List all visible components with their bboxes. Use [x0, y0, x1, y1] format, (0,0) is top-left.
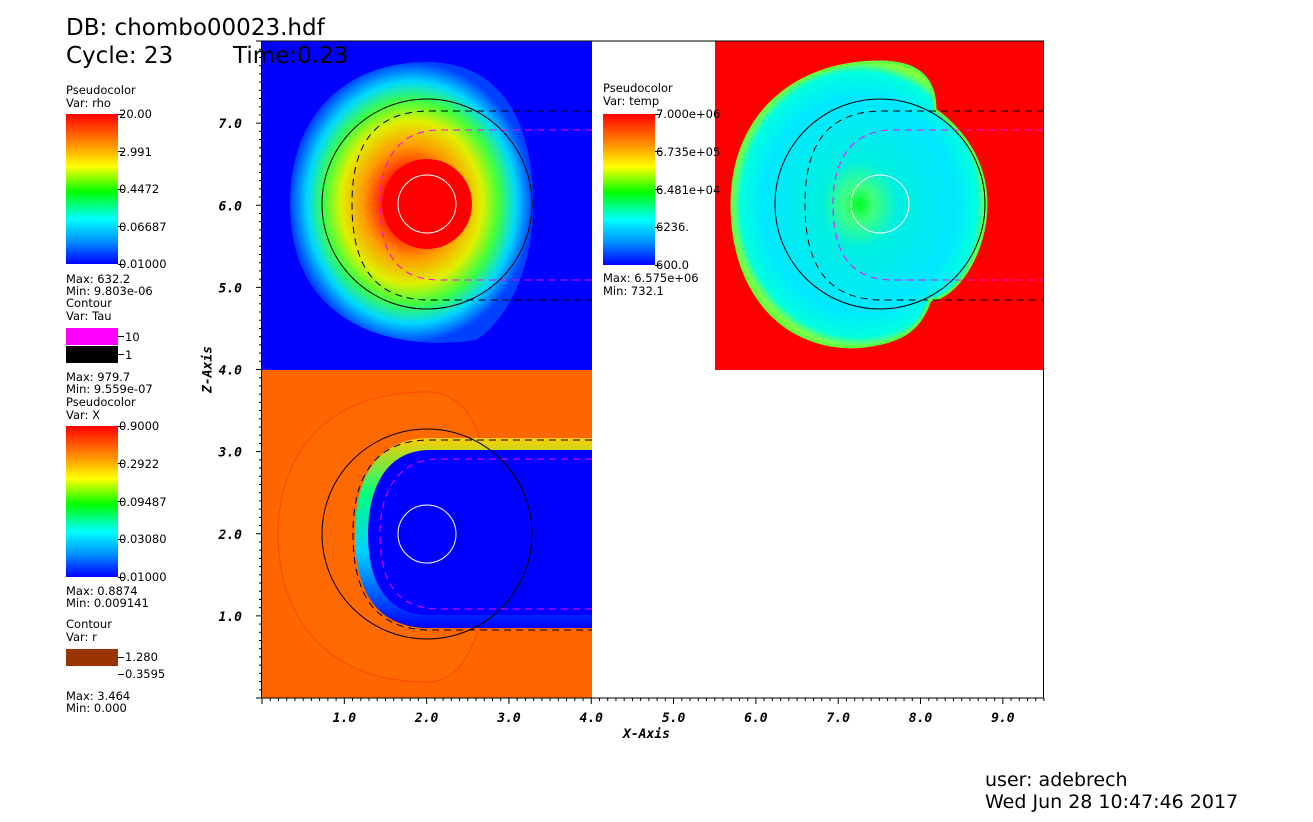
x-panel [262, 370, 592, 698]
x-colorbar-tick [118, 501, 124, 502]
rho-legend-max: Max: 632.2 [66, 272, 131, 286]
rho-legend-var: Var: rho [66, 96, 111, 110]
time-label: Time:0.23 [233, 43, 349, 69]
rho-colorbar-tick [118, 188, 124, 190]
r-level-03595-tick [118, 674, 124, 675]
rho-colorbar-tick [118, 113, 124, 115]
rho-colorbar-tick [118, 151, 124, 152]
x-tick-label: 3.0 [496, 711, 521, 726]
y-tick-label: 6.0 [219, 199, 243, 214]
x-colorbar-tick-label: 0.03080 [119, 532, 167, 547]
tau-legend-var: Var: Tau [66, 309, 112, 323]
r-level-03595-label: 0.3595 [125, 667, 166, 681]
temp-legend-min: Min: 732.1 [603, 284, 664, 298]
tau-level-1-swatch [66, 346, 118, 363]
tau-legend-max: Max: 979.7 [66, 370, 131, 384]
temp-colorbar-tick-label: 6.735e+05 [656, 144, 721, 159]
temp-colorbar-tick [655, 226, 661, 228]
y-tick-label: 5.0 [219, 281, 243, 296]
x-colorbar-tick [118, 576, 124, 578]
temp-colorbar-tick-label: 6.481e+04 [656, 182, 721, 197]
r-legend-var: Var: r [66, 630, 97, 644]
rho-legend-kind: Pseudocolor [66, 83, 136, 97]
x-axis-title: X-Axis [623, 727, 670, 742]
temp-legend-var: Var: temp [603, 94, 660, 108]
rho-colorbar-tick [118, 226, 124, 227]
y-axis-ticks: 1.0 2.0 3.0 4.0 5.0 6.0 7.0 [218, 40, 262, 699]
rho-colorbar-tick-label: 2.991 [119, 144, 152, 159]
tau-level-10-swatch [66, 328, 118, 345]
x-colorbar-tick-label: 0.9000 [119, 419, 160, 433]
temp-colorbar-tick-label: 6236. [656, 220, 689, 235]
database-title: DB: chombo00023.hdf [66, 15, 325, 41]
rho-colorbar-tick-label: 0.06687 [119, 219, 167, 234]
x-tick-label: 7.0 [826, 711, 850, 726]
y-tick-label: 1.0 [219, 610, 243, 625]
r-level-1280-swatch [66, 649, 118, 666]
x-legend-min: Min: 0.009141 [66, 596, 149, 610]
y-tick-label: 2.0 [218, 528, 243, 543]
rho-panel [262, 41, 592, 370]
date-label: Wed Jun 28 10:47:46 2017 [985, 791, 1239, 813]
x-colorbar-tick [118, 463, 124, 465]
rho-legend-min: Min: 9.803e-06 [66, 284, 153, 298]
temp-colorbar-tick [655, 113, 661, 115]
user-label: user: adebrech [985, 769, 1128, 791]
x-tick-label: 6.0 [744, 711, 768, 726]
temp-colorbar-tick [655, 151, 661, 153]
r-legend-max: Max: 3.464 [66, 689, 131, 703]
x-colorbar-tick [118, 425, 124, 427]
tau-level-10-tick [118, 336, 124, 337]
x-tick-label: 8.0 [909, 711, 933, 726]
x-tick-label: 4.0 [580, 711, 604, 726]
r-legend-min: Min: 0.000 [66, 701, 127, 715]
tau-legend-kind: Contour [66, 296, 112, 310]
x-legend-var: Var: X [66, 408, 100, 422]
rho-colorbar-tick-label: 0.4472 [119, 182, 160, 196]
r-level-1280-tick [118, 657, 124, 658]
x-legend-kind: Pseudocolor [66, 395, 136, 409]
y-tick-label: 7.0 [219, 117, 243, 132]
x-tick-label: 5.0 [662, 711, 686, 726]
temp-colorbar-tick-label: 7.000e+06 [656, 107, 721, 121]
tau-legend-min: Min: 9.559e-07 [66, 382, 153, 396]
tau-level-10-label: 10 [125, 330, 140, 344]
cycle-label: Cycle: 23 [66, 43, 174, 69]
r-level-1280-label: 1.280 [125, 650, 158, 664]
x-colorbar [66, 426, 118, 577]
x-colorbar-tick-label: 0.09487 [119, 494, 167, 509]
x-axis-ticks: 1.0 2.0 3.0 4.0 5.0 6.0 7.0 8.0 9.0 [261, 698, 1045, 726]
x-tick-label: 9.0 [991, 711, 1015, 726]
y-tick-label: 3.0 [218, 446, 243, 461]
x-tick-label: 2.0 [414, 711, 439, 726]
r-legend-kind: Contour [66, 617, 112, 631]
temp-legend-max: Max: 6.575e+06 [603, 271, 699, 285]
x-colorbar-tick [118, 538, 124, 540]
x-tick-label: 1.0 [333, 711, 357, 726]
y-tick-label: 4.0 [219, 364, 243, 379]
temp-colorbar-tick-label: 600.0 [656, 258, 689, 272]
temp-colorbar-tick [655, 264, 661, 266]
temp-colorbar [603, 114, 655, 265]
x-legend-max: Max: 0.8874 [66, 584, 138, 598]
temp-panel [715, 41, 1044, 370]
rho-colorbar [66, 114, 118, 264]
x-colorbar-tick-label: 0.2922 [119, 456, 160, 471]
x-colorbar-tick-label: 0.01000 [119, 570, 167, 584]
rho-colorbar-tick [118, 263, 124, 265]
rho-colorbar-tick-label: 20.00 [119, 107, 152, 121]
temp-legend-kind: Pseudocolor [603, 81, 673, 95]
tau-level-1-tick [118, 354, 124, 355]
temp-colorbar-tick [655, 189, 661, 190]
tau-level-1-label: 1 [125, 348, 133, 362]
rho-colorbar-tick-label: 0.01000 [119, 257, 167, 271]
